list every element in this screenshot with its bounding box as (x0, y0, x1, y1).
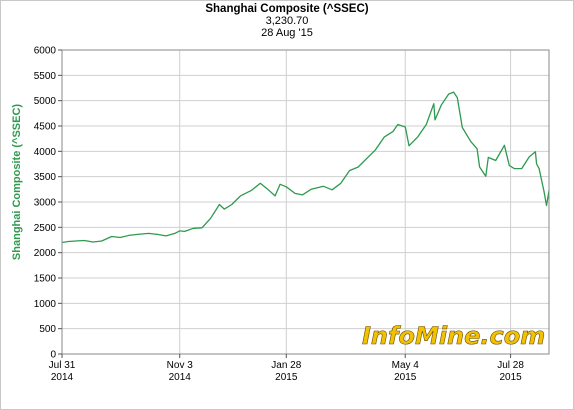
x-tick-label: Nov 3 (167, 360, 194, 371)
quote-date: 28 Aug '15 (261, 27, 313, 39)
y-axis-label: Shanghai Composite (^SSEC) (11, 104, 23, 260)
y-tick-label: 4500 (34, 122, 57, 133)
x-tick-year-label: 2015 (499, 372, 522, 383)
y-tick-label: 500 (39, 324, 56, 335)
series-layer (61, 91, 550, 244)
x-tick-year-label: 2015 (394, 372, 417, 383)
x-tick-label: Jul 28 (497, 360, 524, 371)
y-tick-label: 1000 (34, 299, 57, 310)
last-value: 3,230.70 (265, 15, 309, 27)
y-tick-label: 6000 (34, 46, 57, 57)
y-tick-label: 1500 (34, 274, 57, 285)
infomine-watermark: InfoMine.com (362, 322, 545, 350)
x-tick-label: Jan 28 (271, 360, 301, 371)
series-line (61, 91, 550, 244)
y-tick-label: 5000 (34, 96, 57, 107)
y-tick-label: 3000 (34, 198, 57, 209)
y-tick-label: 4000 (34, 147, 57, 158)
y-tick-label: 0 (50, 350, 56, 361)
y-tick-label: 2000 (34, 248, 57, 259)
x-tick-year-label: 2014 (51, 372, 74, 383)
y-tick-label: 5500 (34, 71, 57, 82)
x-tick-year-label: 2014 (169, 372, 192, 383)
chart-title: Shanghai Composite (^SSEC) (205, 3, 369, 15)
x-tick-year-label: 2015 (275, 372, 298, 383)
y-tick-label: 2500 (34, 223, 57, 234)
y-axis: 0 500 1000 1500 2000 2500 3000 3500 4000 4500 5000… (34, 46, 62, 361)
gridlines (62, 50, 549, 354)
x-tick-label: Jul 31 (49, 360, 76, 371)
x-tick-label: May 4 (392, 360, 420, 371)
y-tick-label: 3500 (34, 172, 57, 183)
